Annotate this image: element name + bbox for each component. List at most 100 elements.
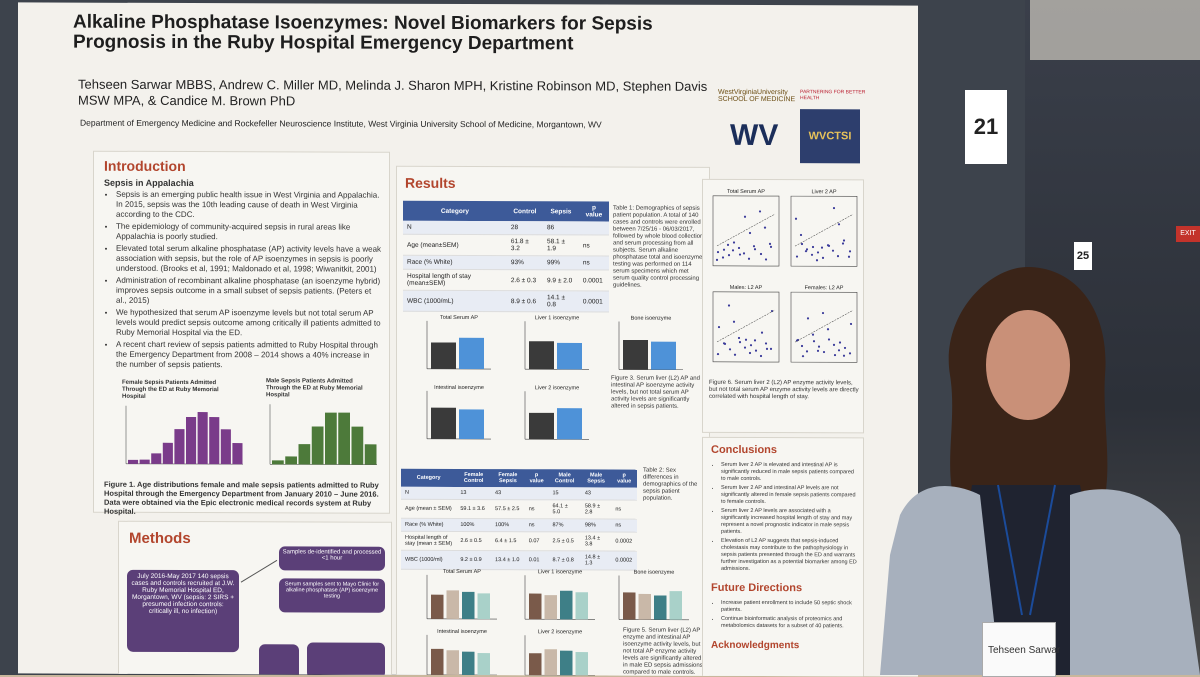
scatter-point	[813, 340, 815, 342]
scatter-point	[754, 248, 756, 250]
chart-bar	[478, 593, 491, 619]
table-cell: N	[403, 221, 507, 235]
histogram-bar	[232, 443, 242, 464]
chart-bar	[670, 591, 683, 620]
table-cell: 0.07	[525, 532, 549, 551]
histogram-bar	[128, 460, 138, 464]
table-cell: ns	[579, 235, 609, 256]
table-cell: ns	[611, 519, 637, 532]
chart-bar	[431, 408, 456, 439]
introduction-text: Sepsis is an emerging public health issu…	[104, 190, 382, 373]
scatter-point	[733, 321, 735, 323]
table-cell	[579, 221, 609, 235]
histogram-bar	[325, 413, 337, 465]
fig1-male-title: Male Sepsis Patients Admitted Through th…	[266, 378, 376, 399]
table-cell: 57.5 ± 2.5	[491, 500, 525, 519]
scatter-point	[769, 243, 771, 245]
scatter-point	[828, 338, 830, 340]
scatter-point	[850, 323, 852, 325]
poster-title: Alkaline Phosphatase Isoenzymes: Novel B…	[73, 13, 723, 55]
scatter-point	[727, 244, 729, 246]
table-cell: 86	[543, 221, 579, 235]
scatter-point	[801, 243, 803, 245]
table-cell: 93%	[507, 256, 543, 270]
scatter-point	[744, 346, 746, 348]
conclusions-item: Serum liver 2 AP and intestinal AP level…	[721, 485, 859, 506]
scatter-point	[833, 344, 835, 346]
chart-bar	[576, 592, 589, 619]
scatter-point	[765, 342, 767, 344]
scatter-point	[722, 256, 724, 258]
scatter-point	[817, 350, 819, 352]
table-cell: 13	[456, 487, 491, 500]
intro-points-item: We hypothesized that serum AP isoenzyme …	[116, 308, 382, 339]
chart-bar	[639, 594, 652, 620]
intro-points-item: Sepsis is an emerging public health issu…	[116, 190, 382, 221]
scatter-point	[842, 242, 844, 244]
fig1-male-histogram	[262, 400, 382, 472]
scatter-point	[717, 353, 719, 355]
histogram-bar	[163, 443, 173, 464]
scatter-point	[822, 312, 824, 314]
presenter-person	[880, 255, 1200, 675]
chart-bar	[529, 413, 554, 439]
table-header-cell: Category	[401, 469, 456, 487]
regression-line	[795, 310, 853, 342]
scatter-point	[806, 350, 808, 352]
histogram-bar	[198, 412, 208, 464]
fig6-caption: Figure 6. Serum liver 2 (L2) AP enzyme a…	[709, 380, 859, 402]
chart-panel-title: Total Serum AP	[440, 315, 478, 321]
histogram-bar	[352, 427, 364, 465]
conclusions-item: Serum liver 2 AP is elevated and intesti…	[721, 462, 859, 483]
scatter-point	[728, 304, 730, 306]
scatter-point	[717, 251, 719, 253]
table-cell: 2.5 ± 0.5	[549, 532, 581, 551]
acknowledgments-heading: Acknowledgments	[711, 640, 799, 651]
table-cell: 9.9 ± 2.0	[543, 270, 579, 291]
scatter-point	[744, 216, 746, 218]
intro-points-item: The epidemiology of community-acquired s…	[116, 222, 382, 243]
table-cell: 87%	[549, 519, 581, 532]
table-cell: Race (% White)	[403, 255, 507, 269]
scatter-point	[838, 349, 840, 351]
scatter-point	[796, 255, 798, 257]
conclusions-item: Elevation of L2 AP suggests that sepsis-…	[721, 538, 859, 573]
histogram-bar	[186, 417, 196, 464]
chart-bar	[557, 343, 582, 369]
scatter-panel-title: Total Serum AP	[727, 189, 765, 195]
table2-caption: Table 2: Sex differences in demographics…	[643, 468, 705, 503]
chart-bar	[529, 341, 554, 369]
scatter-point	[716, 259, 718, 261]
chart-bar	[459, 409, 484, 439]
scatter-point	[724, 343, 726, 345]
chart-bar	[545, 649, 558, 675]
scatter-point	[770, 246, 772, 248]
chart-panel-title: Total Serum AP	[443, 569, 481, 575]
methods-panel: Methods July 2016-May 2017 140 sepsis ca…	[118, 521, 392, 677]
scatter-point	[818, 346, 820, 348]
histogram-bar	[299, 444, 311, 464]
methods-compare-box	[307, 642, 385, 676]
scatter-point	[760, 355, 762, 357]
scatter-point	[733, 241, 735, 243]
future-directions-heading: Future Directions	[711, 582, 802, 594]
table-header-cell: p value	[579, 201, 609, 221]
future-item: Increase patient enrollment to include 5…	[721, 600, 859, 614]
scatter-point	[843, 239, 845, 241]
scatter-point	[770, 348, 772, 350]
scatter-point	[764, 227, 766, 229]
table-cell: 64.1 ± 5.0	[549, 500, 581, 519]
scatter-point	[811, 254, 813, 256]
scatter-point	[822, 257, 824, 259]
table-cell: 13.4 ± 3.8	[581, 532, 612, 551]
scatter-point	[753, 245, 755, 247]
scatter-point	[806, 248, 808, 250]
chart-bar	[431, 342, 456, 368]
introduction-list: Sepsis is an emerging public health issu…	[104, 190, 382, 371]
scatter-point	[749, 352, 751, 354]
scatter-frame	[791, 196, 857, 266]
table-cell: ns	[579, 256, 609, 270]
